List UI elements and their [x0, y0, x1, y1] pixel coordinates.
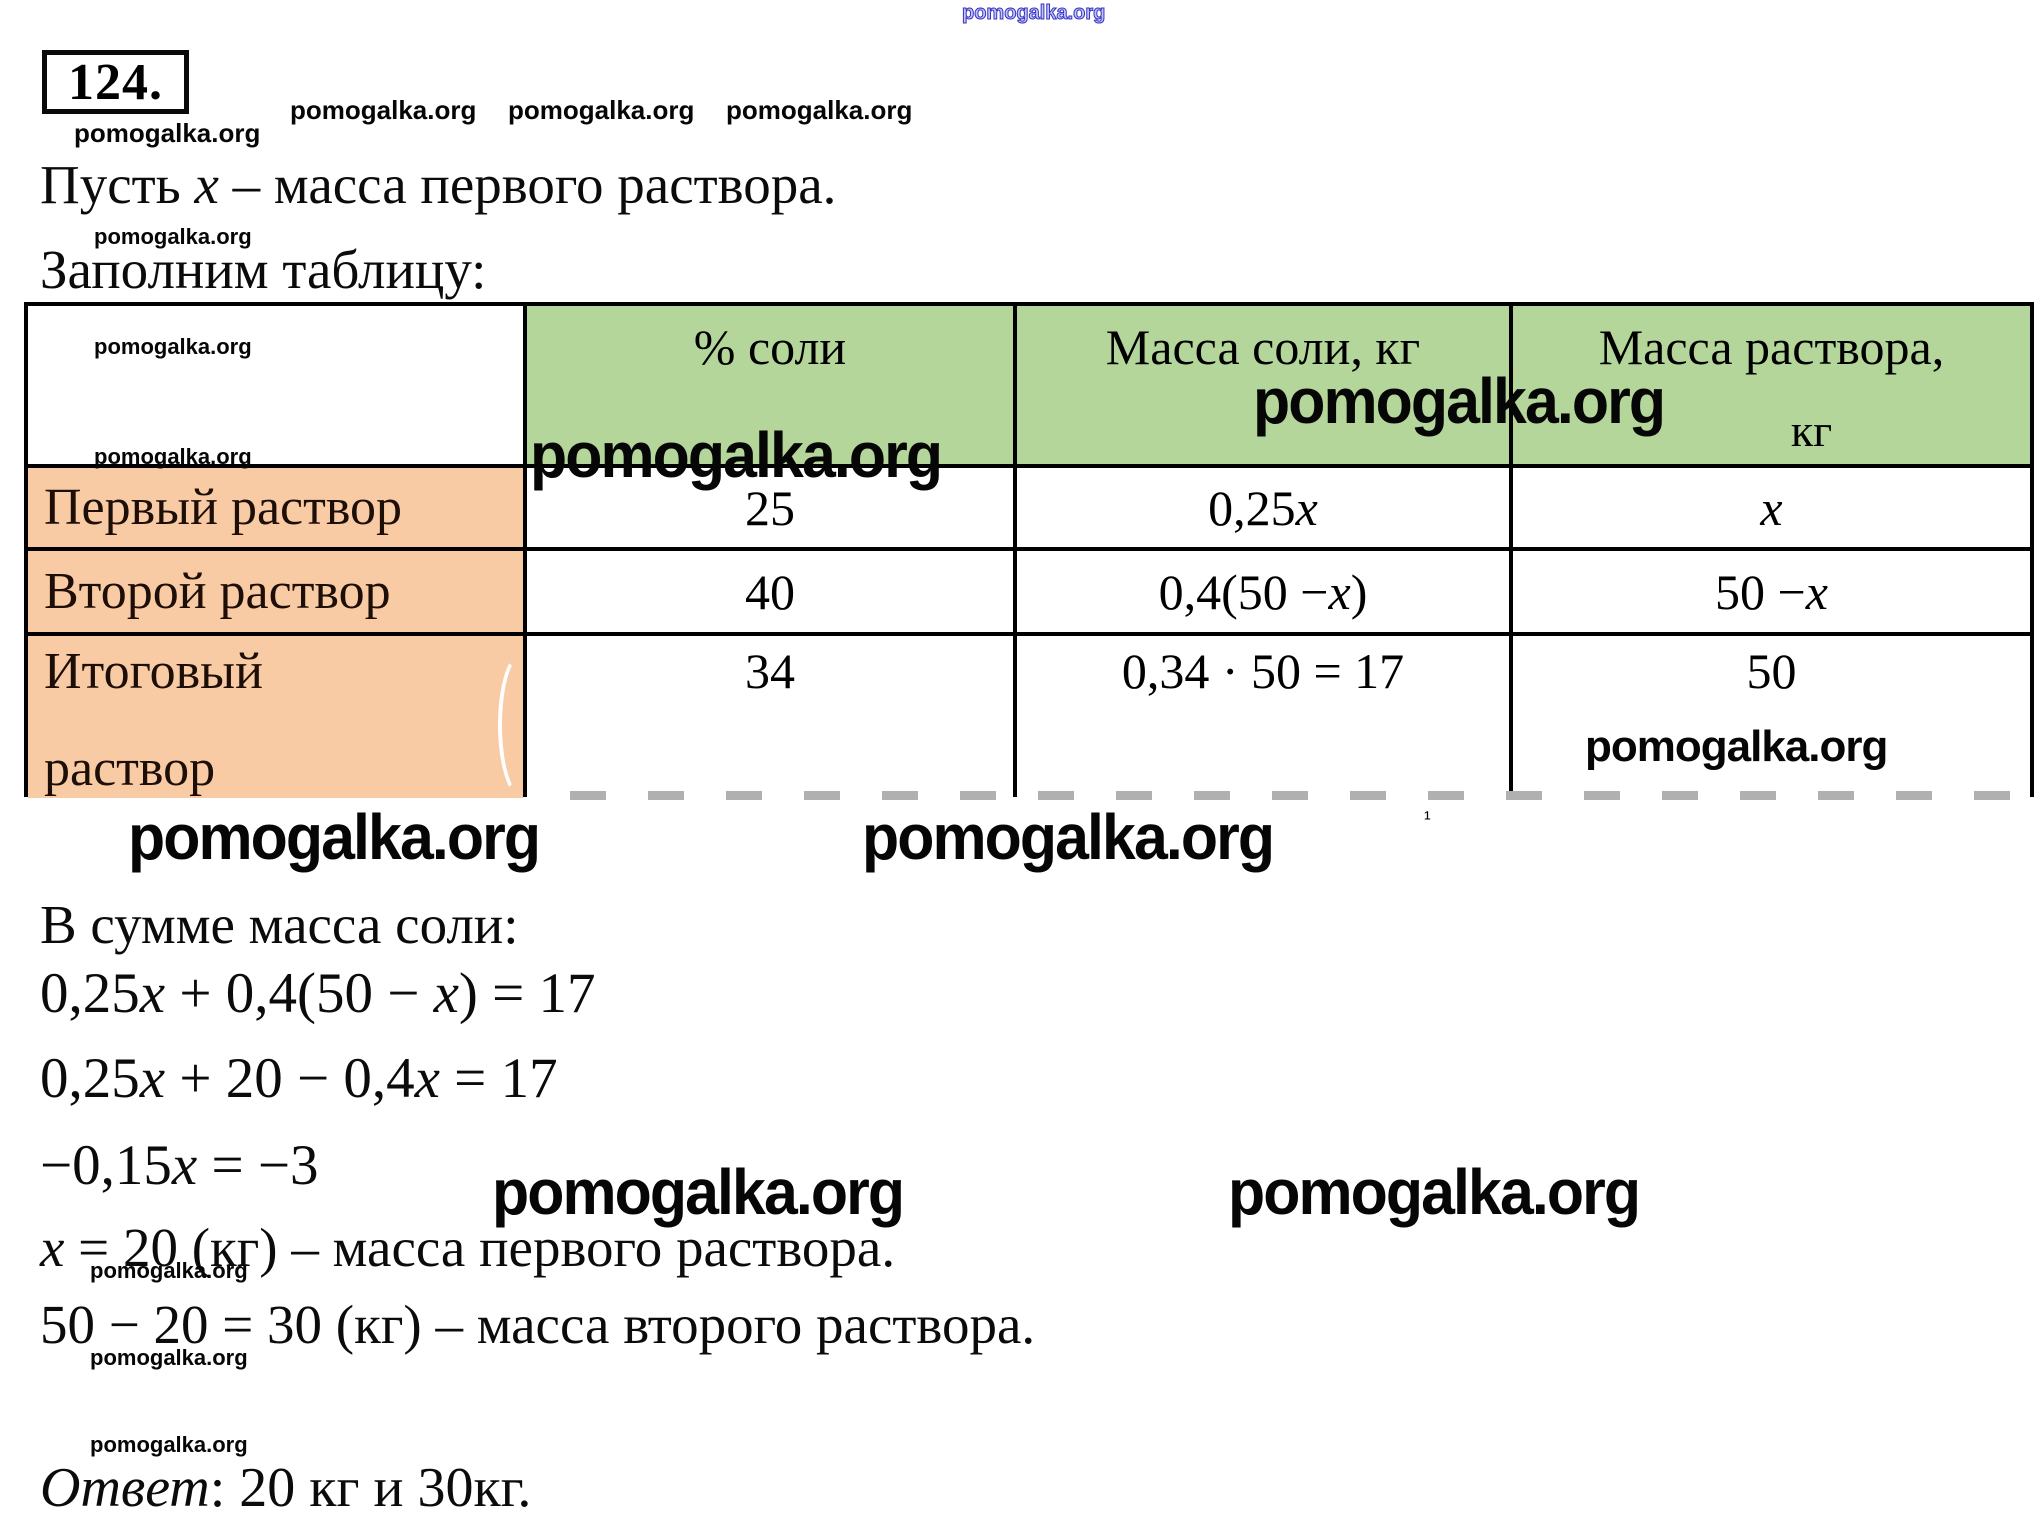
header-solution-mass: Масса раствора, кг — [1513, 306, 2030, 464]
row3-label-cell: Итоговый раствор — [28, 636, 523, 798]
row1-label-cell: Первый раствор — [28, 468, 523, 547]
watermark-below-box: pomogalka.org — [74, 118, 261, 148]
problem-number: 124. — [68, 53, 163, 111]
result-line-2: 50 − 20 = 30 (кг) – масса второго раство… — [40, 1294, 1036, 1355]
answer-line: Ответ: 20 кг и 30кг. — [40, 1457, 532, 1520]
watermark-header-col2: pomogalka.org — [530, 419, 943, 491]
watermark-table-cell-1: pomogalka.org — [94, 334, 252, 359]
watermark-top-blue: pomogalka.org — [961, 2, 1106, 25]
watermark-equations-2: pomogalka.org — [1228, 1156, 1641, 1228]
row3-label-line1: Итоговый — [44, 643, 263, 700]
equation-2: 0,25x + 20 − 0,4x = 17 — [40, 1047, 558, 1110]
watermark-equations-1: pomogalka.org — [492, 1156, 905, 1228]
row1-label: Первый раствор — [44, 479, 403, 536]
header-empty-cell — [28, 306, 523, 464]
row3-percent: 34 — [527, 636, 1013, 798]
dashed-border-artifact — [528, 791, 2034, 800]
row2-solution-mass: 50 − x — [1513, 551, 2030, 632]
watermark-table-cell-2: pomogalka.org — [94, 444, 252, 469]
watermark-above-caption: pomogalka.org — [94, 224, 252, 249]
intro-line: Пусть x – масса первого раствора. — [40, 154, 837, 215]
answer-text: : 20 кг и 30кг. — [209, 1457, 532, 1519]
answer-label: Ответ — [40, 1457, 210, 1519]
problem-number-box: 124. — [42, 50, 189, 114]
watermark-top-3: pomogalka.org — [726, 95, 913, 125]
header-salt-mass: Масса соли, кг — [1017, 306, 1509, 464]
white-arc-artifact — [498, 652, 546, 798]
watermark-below-table-2: pomogalka.org — [862, 801, 1275, 873]
row2-label: Второй раствор — [44, 563, 391, 620]
tiny-superscript-mark: ¹ — [1424, 808, 1431, 830]
watermark-result-2: pomogalka.org — [90, 1345, 248, 1370]
row2-salt-mass: 0,4(50 − x) — [1017, 551, 1509, 632]
row3-solution-mass: 50 — [1513, 636, 2030, 798]
header-percent-salt: % соли — [527, 306, 1013, 464]
watermark-top-2: pomogalka.org — [508, 95, 695, 125]
equation-1: 0,25x + 0,4(50 − x) = 17 — [40, 962, 596, 1025]
watermark-top-1: pomogalka.org — [290, 95, 477, 125]
row1-solution-mass: x — [1513, 468, 2030, 547]
watermark-result-3: pomogalka.org — [90, 1432, 248, 1457]
row1-percent: 25 — [527, 468, 1013, 547]
sum-heading: В сумме масса соли: — [40, 894, 519, 955]
solution-table: % соли Масса соли, кг Масса раствора, кг… — [24, 302, 2034, 798]
table-caption: Заполним таблицу: — [40, 239, 487, 300]
watermark-header-col3: pomogalka.org — [1253, 365, 1666, 437]
header-percent-salt-label: % соли — [693, 319, 847, 375]
header-solution-mass-label: Масса раствора, — [1598, 319, 1945, 375]
result-line-1: x = 20 (кг) – масса первого раствора. — [40, 1217, 896, 1278]
row2-label-cell: Второй раствор — [28, 551, 523, 632]
watermark-below-table-1: pomogalka.org — [128, 801, 541, 873]
row3-salt-mass: 0,34 · 50 = 17 — [1017, 636, 1509, 798]
header-salt-mass-label: Масса соли, кг — [1105, 319, 1421, 375]
watermark-row3-col4: pomogalka.org — [1585, 722, 1888, 771]
row2-percent: 40 — [527, 551, 1013, 632]
watermark-result-1: pomogalka.org — [90, 1258, 248, 1283]
row3-label-line2: раствор — [44, 740, 216, 797]
row1-salt-mass: 0,25 x — [1017, 468, 1509, 547]
equation-3: −0,15x = −3 — [40, 1134, 319, 1197]
header-solution-mass-unit: кг — [1790, 405, 1833, 456]
